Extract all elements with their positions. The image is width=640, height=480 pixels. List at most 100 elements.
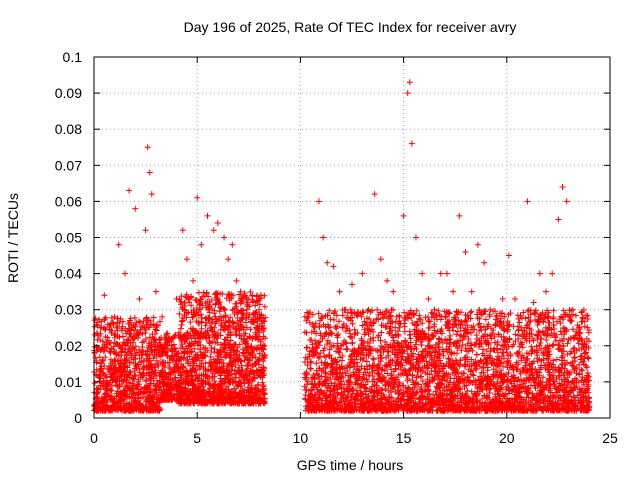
scatter-noise-point — [140, 318, 147, 325]
scatter-noise-point — [117, 357, 124, 364]
scatter-noise-point — [168, 342, 175, 349]
scatter-noise-point — [99, 338, 106, 345]
scatter-noise-point — [105, 365, 112, 372]
scatter-noise-point — [129, 380, 136, 387]
scatter-noise-point — [135, 378, 142, 385]
scatter-noise-point — [313, 360, 320, 367]
scatter-noise-point — [389, 306, 396, 313]
scatter-noise-point — [343, 346, 350, 353]
data-points — [91, 79, 593, 414]
scatter-noise-point — [133, 365, 140, 372]
scatter-noise-point — [125, 342, 132, 349]
scatter-noise-point — [128, 407, 135, 414]
scatter-noise-point — [153, 351, 160, 358]
scatter-noise-point — [120, 378, 127, 385]
scatter-noise-point — [106, 404, 113, 411]
scatter-noise-point — [167, 390, 174, 397]
scatter-noise-point — [129, 406, 136, 413]
scatter-noise-point — [159, 348, 166, 355]
scatter-noise-point — [137, 395, 144, 402]
scatter-noise-point — [115, 361, 122, 368]
scatter-noise-point — [418, 342, 425, 349]
scatter-noise-point — [308, 358, 315, 365]
scatter-noise-point — [97, 337, 104, 344]
scatter-noise-point — [369, 355, 376, 362]
scatter-noise-point — [162, 359, 169, 366]
scatter-noise-point — [124, 387, 131, 394]
scatter-noise-point — [207, 353, 214, 360]
scatter-noise-point — [146, 355, 152, 362]
scatter-noise-point — [575, 340, 582, 347]
scatter-noise-point — [227, 314, 234, 321]
scatter-noise-point — [129, 385, 136, 392]
scatter-noise-point — [91, 380, 98, 387]
scatter-noise-point — [301, 359, 308, 366]
scatter-noise-point — [330, 316, 337, 323]
scatter-noise-point — [158, 386, 165, 393]
scatter-noise-point — [123, 352, 130, 359]
scatter-noise-point — [153, 357, 160, 364]
scatter-noise-point — [115, 383, 122, 390]
scatter-noise-point — [143, 316, 150, 323]
scatter-noise-point — [99, 356, 106, 363]
scatter-noise-point — [93, 407, 100, 414]
scatter-noise-point — [261, 303, 268, 310]
scatter-noise-point — [583, 364, 590, 371]
scatter-noise-point — [136, 407, 143, 414]
scatter-noise-point — [205, 367, 212, 374]
scatter-noise-point — [154, 377, 161, 384]
scatter-noise-point — [122, 383, 129, 390]
scatter-noise-point — [226, 323, 233, 330]
scatter-noise-point — [223, 383, 230, 390]
scatter-noise-point — [144, 386, 151, 393]
scatter-noise-point — [374, 306, 381, 313]
scatter-noise-point — [97, 366, 104, 373]
scatter-noise-point — [510, 323, 517, 330]
scatter-noise-point — [200, 289, 207, 296]
scatter-noise-point — [401, 323, 408, 330]
scatter-noise-point — [104, 386, 111, 393]
scatter-noise-point — [143, 376, 150, 383]
scatter-noise-point — [150, 380, 157, 387]
scatter-noise-point — [232, 300, 239, 307]
scatter-noise-point — [142, 348, 149, 355]
scatter-noise-point — [156, 336, 163, 343]
scatter-noise-point — [99, 405, 106, 412]
scatter-noise-point — [94, 398, 101, 405]
scatter-noise-point — [125, 320, 132, 327]
scatter-noise-point — [108, 315, 115, 322]
scatter-noise-point — [160, 383, 167, 390]
scatter-noise-point — [126, 331, 133, 338]
scatter-noise-point — [145, 344, 152, 351]
scatter-noise-point — [135, 332, 142, 339]
scatter-noise-point — [150, 401, 157, 408]
scatter-noise-point — [335, 331, 342, 338]
scatter-noise-point — [157, 353, 164, 360]
scatter-noise-point — [151, 389, 158, 396]
scatter-noise-point — [109, 405, 116, 412]
scatter-noise-point — [553, 318, 560, 325]
scatter-noise-point — [139, 330, 146, 337]
scatter-noise-point — [165, 346, 172, 353]
scatter-noise-point — [131, 376, 138, 383]
scatter-noise-point — [104, 321, 111, 328]
scatter-noise-point — [522, 315, 529, 322]
scatter-noise-point — [202, 322, 209, 329]
scatter-noise-point — [114, 333, 121, 340]
scatter-noise-point — [102, 382, 109, 389]
scatter-noise-point — [162, 349, 169, 356]
scatter-noise-point — [100, 357, 107, 364]
scatter-noise-point — [125, 337, 132, 344]
scatter-noise-point — [126, 368, 133, 375]
scatter-noise-point — [117, 373, 124, 380]
scatter-noise-point — [129, 336, 136, 343]
scatter-noise-point — [369, 307, 376, 314]
scatter-noise-point — [164, 389, 171, 396]
scatter-noise-point — [247, 288, 254, 295]
scatter-noise-point — [143, 405, 150, 412]
scatter-noise-point — [133, 319, 140, 326]
scatter-noise-point — [260, 358, 267, 365]
scatter-noise-point — [114, 341, 121, 348]
scatter-noise-point — [153, 336, 160, 343]
scatter-noise-point — [181, 314, 188, 321]
